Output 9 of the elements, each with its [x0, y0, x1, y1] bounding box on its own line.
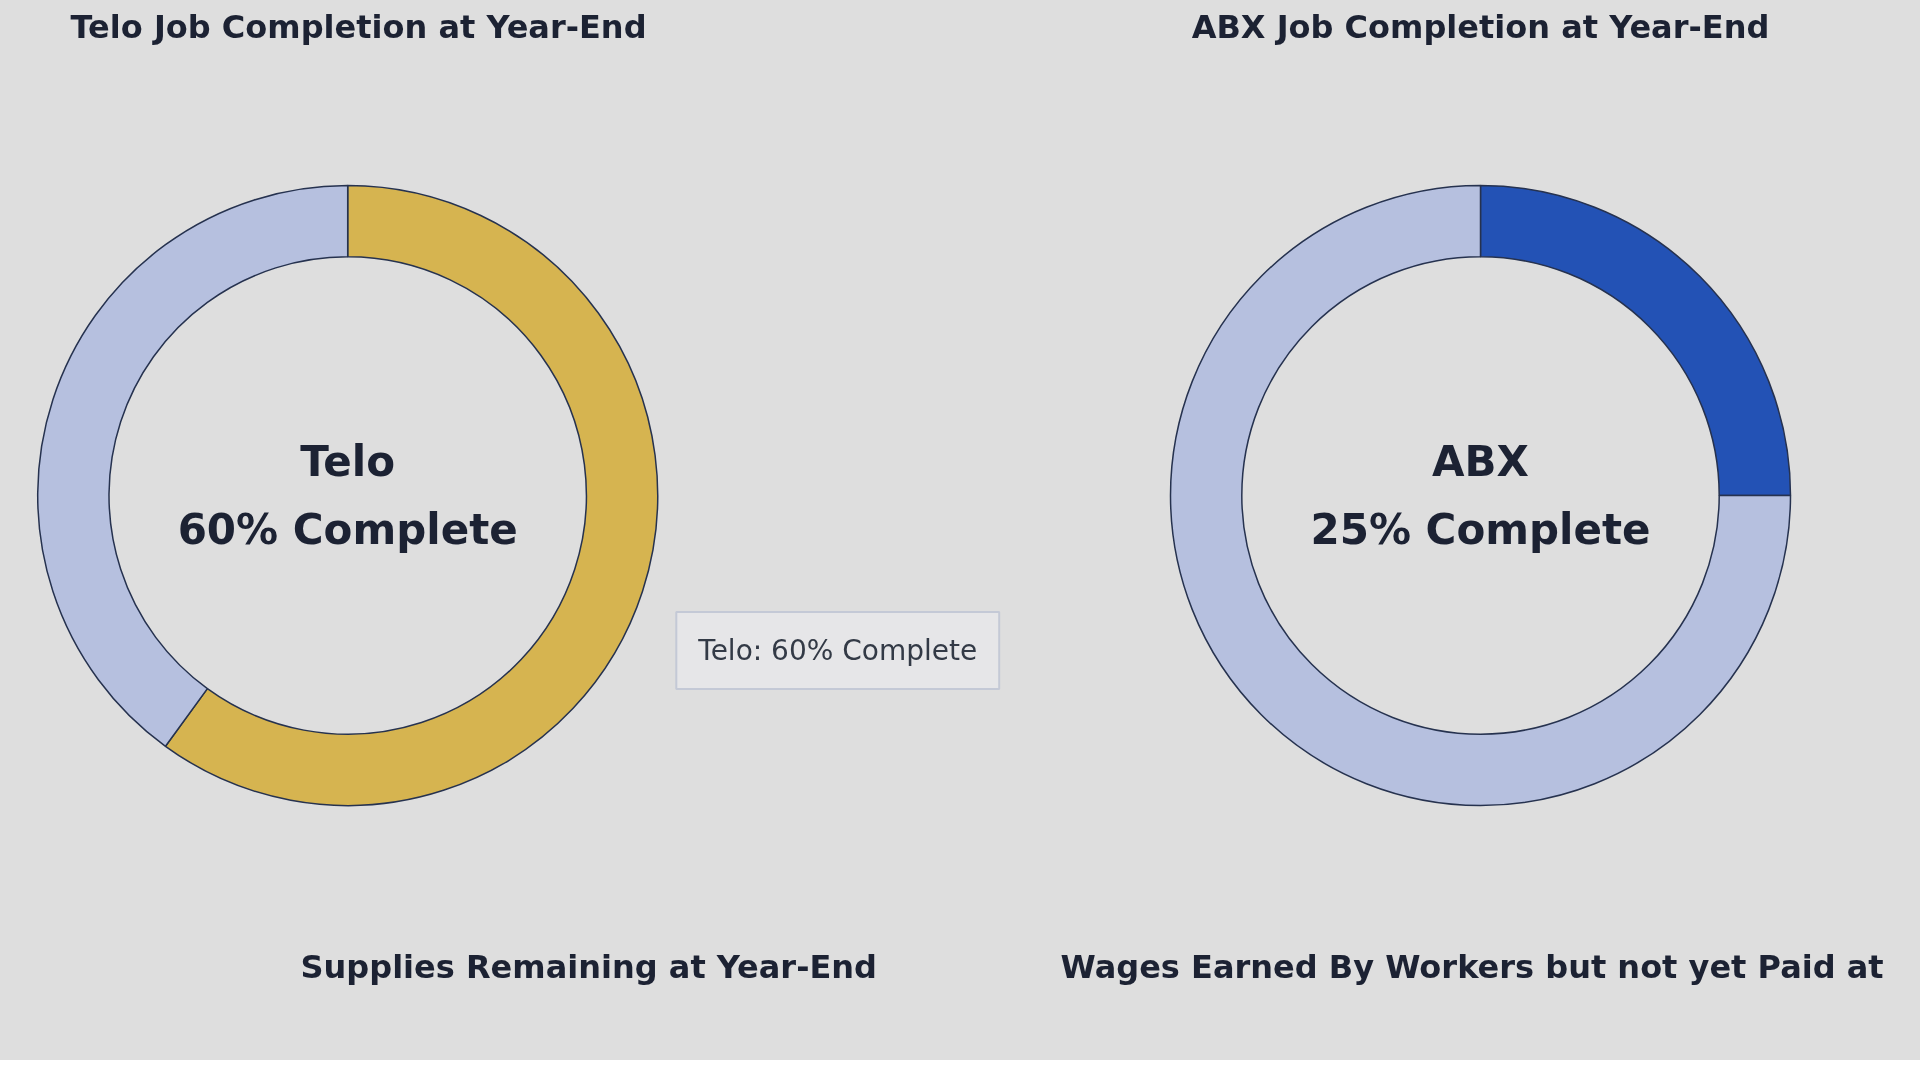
chart-title: Telo Job Completion at Year-End [70, 7, 647, 46]
text: 25% Complete [1310, 505, 1651, 555]
text: Telo [300, 436, 396, 486]
text: Wages Earned By Workers but not yet Paid at [1060, 947, 1884, 986]
text: ABX [1432, 436, 1529, 486]
text: Telo: 60% Complete [697, 634, 978, 667]
text: Supplies Remaining at Year-End [300, 947, 877, 986]
text: 60% Complete [177, 505, 518, 555]
chart-title: ABX Job Completion at Year-End [1191, 7, 1770, 46]
